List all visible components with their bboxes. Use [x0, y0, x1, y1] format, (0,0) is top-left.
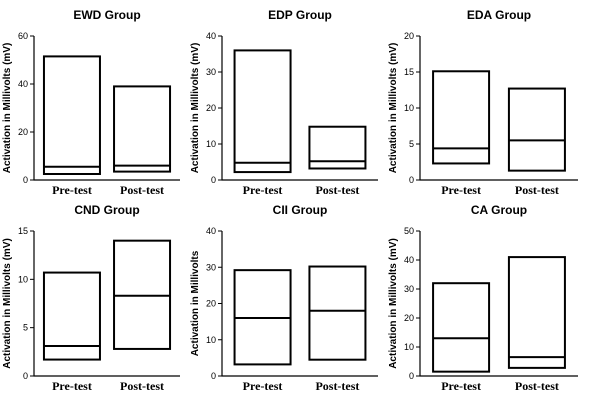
x-category-label: Post-test	[315, 379, 359, 393]
y-tick-label: 20	[404, 31, 414, 41]
panel-2: EDP Group Activation in Millivolts (mV) 0 1…	[190, 8, 378, 197]
y-tick-label: 40	[404, 255, 414, 265]
y-axis-label: Activation in Millivolts (mV)	[190, 43, 201, 174]
y-axis-label: Activation in Millivolts	[190, 250, 201, 356]
y-tick-label: 20	[404, 313, 414, 323]
y-tick-label: 50	[404, 226, 414, 236]
box-pre-test	[432, 282, 491, 373]
y-tick-label: 0	[23, 371, 28, 381]
x-category-label: Post-test	[515, 379, 559, 393]
y-tick-label: 20	[18, 127, 28, 137]
x-category-label: Pre-test	[52, 183, 92, 197]
y-tick-label: 0	[23, 175, 28, 185]
y-axis-label: Activation in Millivolts (mV)	[388, 43, 399, 174]
panel-title: EDP Group	[268, 8, 332, 22]
y-tick-label: 40	[206, 226, 216, 236]
y-axis-label: Activation in Millivolts (mV)	[2, 238, 13, 369]
y-tick-label: 40	[18, 79, 28, 89]
x-category-label: Post-test	[315, 183, 359, 197]
x-category-label: Pre-test	[441, 183, 481, 197]
y-tick-label: 5	[409, 139, 414, 149]
y-tick-label: 30	[206, 262, 216, 272]
panel-4: CND Group Activation in Millivolts (mV) 0 5…	[2, 203, 180, 393]
y-tick-label: 20	[206, 299, 216, 309]
panel-title: CII Group	[273, 203, 328, 217]
y-tick-label: 10	[18, 274, 28, 284]
y-tick-label: 0	[211, 371, 216, 381]
x-category-label: Post-test	[515, 183, 559, 197]
y-tick-label: 10	[404, 103, 414, 113]
box-post-test	[308, 265, 367, 361]
y-tick-label: 15	[18, 226, 28, 236]
y-tick-label: 15	[404, 67, 414, 77]
panel-title: EWD Group	[73, 8, 140, 22]
panel-title: CND Group	[74, 203, 139, 217]
y-tick-label: 30	[206, 67, 216, 77]
box-post-test	[507, 256, 566, 369]
panel-6: CA Group Activation in Millivolts (mV) 0 10…	[388, 203, 578, 393]
x-category-label: Post-test	[120, 379, 164, 393]
panel-1: EWD Group Activation in Millivolts (mV) 0 2…	[2, 8, 180, 197]
box-pre-test	[42, 55, 101, 175]
y-tick-label: 60	[18, 31, 28, 41]
panel-5: CII Group Activation in Millivolts 0 10 20 30…	[190, 203, 378, 393]
box-pre-test	[432, 70, 491, 165]
x-category-label: Pre-test	[243, 183, 283, 197]
box-pre-test	[42, 271, 101, 361]
panel-3: EDA Group Activation in Millivolts (mV) 0 5…	[388, 8, 578, 197]
y-tick-label: 10	[206, 335, 216, 345]
y-tick-label: 0	[409, 175, 414, 185]
y-tick-label: 30	[404, 284, 414, 294]
y-tick-label: 10	[404, 342, 414, 352]
y-axis-label: Activation in Millivolts (mV)	[388, 238, 399, 369]
y-tick-label: 5	[23, 323, 28, 333]
panel-title: EDA Group	[467, 8, 531, 22]
x-category-label: Pre-test	[441, 379, 481, 393]
panel-title: CA Group	[471, 203, 527, 217]
x-category-label: Post-test	[120, 183, 164, 197]
y-tick-label: 10	[206, 139, 216, 149]
box-post-test	[113, 85, 172, 173]
y-tick-label: 40	[206, 31, 216, 41]
y-tick-label: 0	[409, 371, 414, 381]
box-pre-test	[233, 49, 292, 174]
y-axis-label: Activation in Millivolts (mV)	[2, 43, 13, 174]
x-category-label: Pre-test	[243, 379, 283, 393]
x-category-label: Pre-test	[52, 379, 92, 393]
y-tick-label: 0	[211, 175, 216, 185]
y-tick-label: 20	[206, 103, 216, 113]
box-post-test	[507, 87, 566, 172]
box-post-test	[308, 125, 367, 170]
